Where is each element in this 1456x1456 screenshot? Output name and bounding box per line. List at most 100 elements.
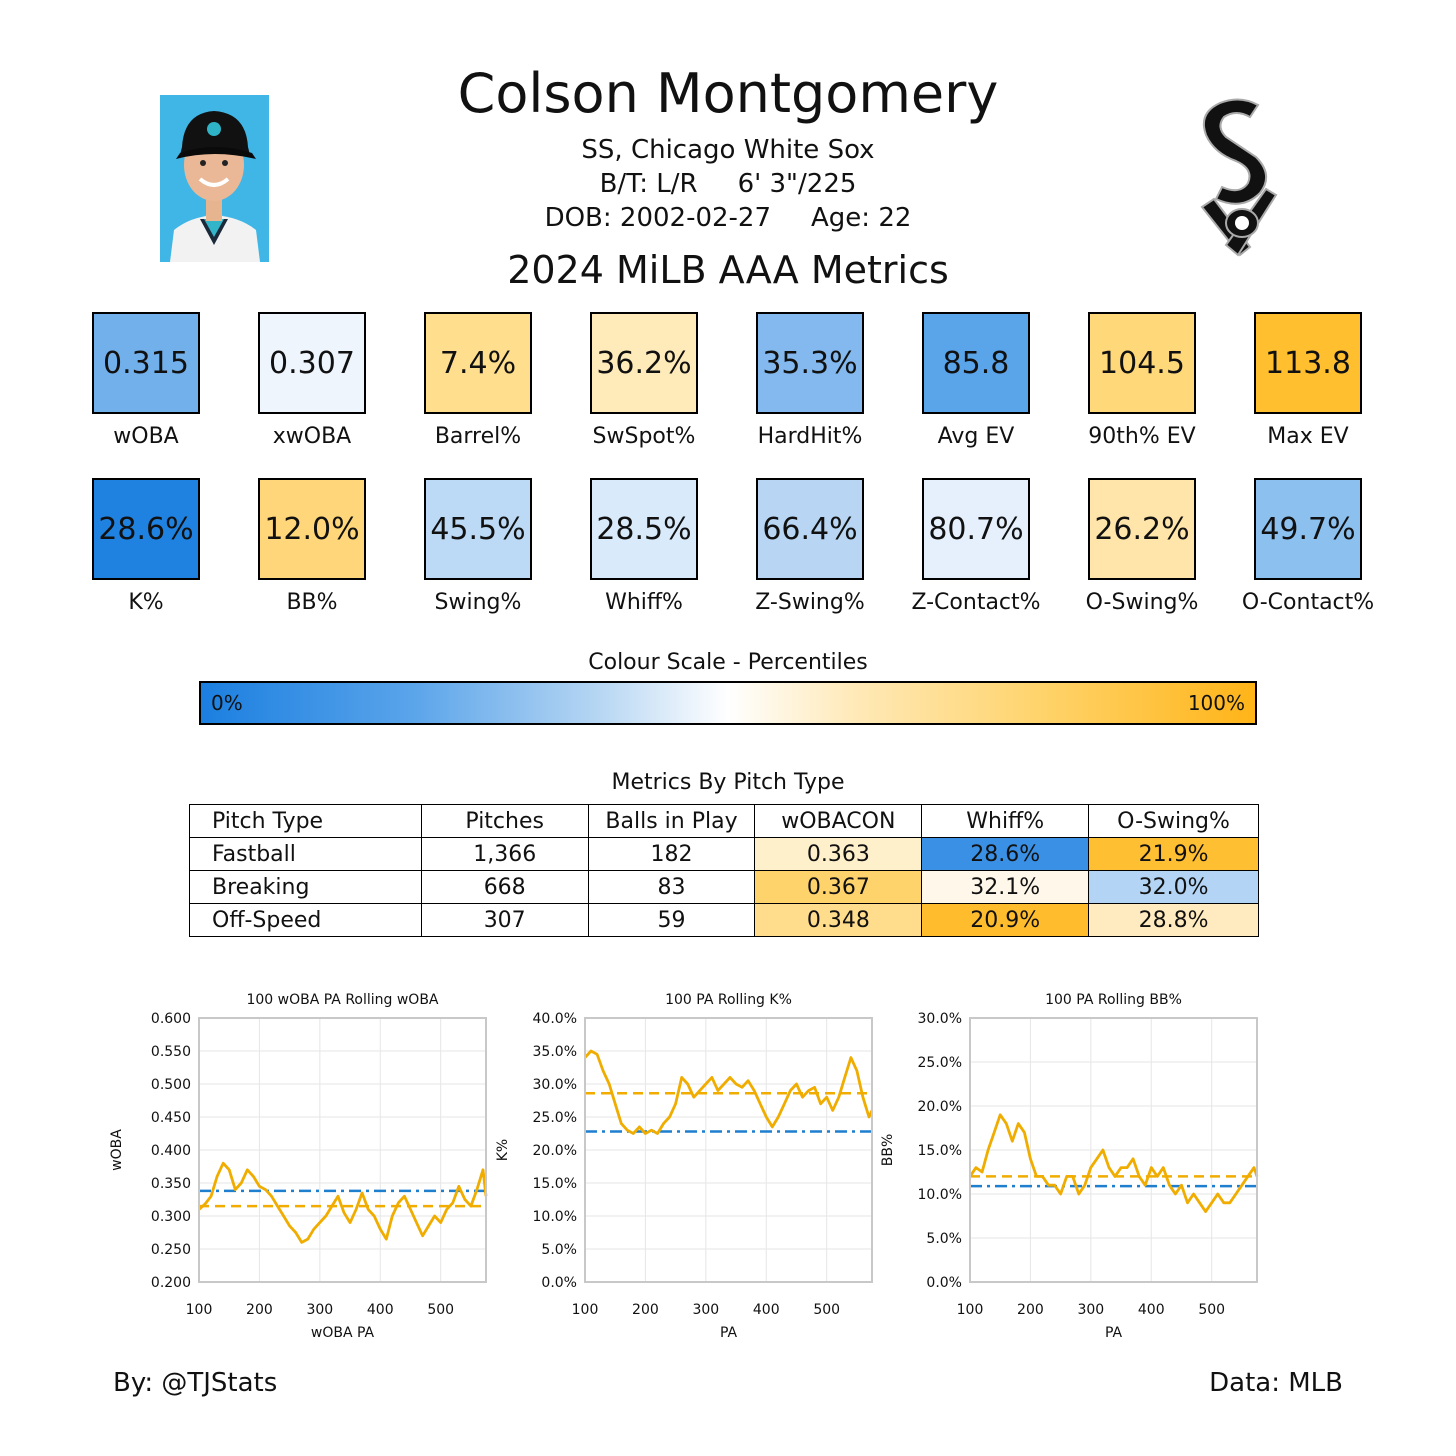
y-tick-label: 30.0% <box>918 1011 962 1027</box>
season-title: 2024 MiLB AAA Metrics <box>507 248 949 292</box>
y-tick-label: 25.0% <box>918 1055 962 1071</box>
plot-frame <box>969 1017 1258 1283</box>
pitches-cell: 1,366 <box>420 837 589 871</box>
col-header: Pitch Type <box>189 804 422 838</box>
x-tick-label: 200 <box>246 1302 273 1318</box>
y-tick-label: 25.0% <box>533 1110 577 1126</box>
table-row: Off-Speed 307 59 0.348 20.9% 28.8% <box>189 903 1259 937</box>
dob: DOB: 2002-02-27 <box>544 203 772 233</box>
metric-tile: 49.7% <box>1254 478 1362 580</box>
metric-label: 90th% EV <box>1088 424 1196 449</box>
table-row: Breaking 668 83 0.367 32.1% 32.0% <box>189 870 1259 904</box>
chart-title: 100 wOBA PA Rolling wOBA <box>246 992 438 1008</box>
series-line <box>968 1113 1259 1214</box>
y-tick-label: 0.300 <box>151 1209 191 1225</box>
metric-tile: 28.5% <box>590 478 698 580</box>
y-tick-label: 0.550 <box>151 1044 191 1060</box>
metric-tile: 0.315 <box>92 312 200 414</box>
metric-label: xwOBA <box>272 424 352 449</box>
pitch-type-cell: Off-Speed <box>189 903 422 937</box>
y-tick-label: 0.600 <box>151 1011 191 1027</box>
pitch-type-table: Pitch Type Pitches Balls in Play wOBACON… <box>189 804 1259 937</box>
wobacon-cell: 0.367 <box>754 870 923 904</box>
player-name: Colson Montgomery <box>457 62 999 125</box>
metric-tile: 0.307 <box>258 312 366 414</box>
metric-tile: 104.5 <box>1088 312 1196 414</box>
x-tick-label: 300 <box>692 1302 719 1318</box>
metric-label: O-Swing% <box>1085 590 1199 615</box>
col-header: wOBACON <box>754 804 923 838</box>
y-tick-label: 10.0% <box>533 1209 577 1225</box>
y-tick-label: 40.0% <box>533 1011 577 1027</box>
whiff-cell: 28.6% <box>921 837 1090 871</box>
bip-cell: 59 <box>587 903 756 937</box>
y-tick-label: 20.0% <box>533 1143 577 1159</box>
pitches-cell: 668 <box>420 870 589 904</box>
x-tick-label: 300 <box>1077 1302 1104 1318</box>
table-row: Fastball 1,366 182 0.363 28.6% 21.9% <box>189 837 1259 871</box>
metric-label: Barrel% <box>434 424 522 449</box>
x-tick-label: 200 <box>632 1302 659 1318</box>
metric-tile: 66.4% <box>756 478 864 580</box>
position-team: SS, Chicago White Sox <box>581 135 875 165</box>
y-tick-label: 15.0% <box>918 1143 962 1159</box>
y-axis-label: K% <box>495 1139 511 1161</box>
y-tick-label: 0.450 <box>151 1110 191 1126</box>
whiff-cell: 20.9% <box>921 903 1090 937</box>
col-header: Whiff% <box>921 804 1090 838</box>
x-axis-label: PA <box>720 1325 738 1341</box>
metric-label: HardHit% <box>757 424 863 449</box>
oswing-cell: 21.9% <box>1088 837 1259 871</box>
rolling-chart: 100 200 300 400 500 0.200 0.250 0.300 0.350 0.400… <box>109 992 488 1341</box>
y-tick-label: 0.200 <box>151 1275 191 1291</box>
metric-tile: 45.5% <box>424 478 532 580</box>
col-header: O-Swing% <box>1088 804 1259 838</box>
table-header-row: Pitch Type Pitches Balls in Play wOBACON… <box>189 804 1259 838</box>
bip-cell: 182 <box>587 837 756 871</box>
credit-data: Data: MLB <box>1209 1368 1343 1398</box>
bio-line-2: DOB: 2002-02-27 Age: 22 <box>0 203 1456 233</box>
y-tick-label: 0.400 <box>151 1143 191 1159</box>
whiff-cell: 32.1% <box>921 870 1090 904</box>
bats-throws: B/T: L/R <box>599 169 698 199</box>
pitches-cell: 307 <box>420 903 589 937</box>
wobacon-cell: 0.348 <box>754 903 923 937</box>
y-tick-label: 5.0% <box>926 1231 962 1247</box>
y-tick-label: 0.350 <box>151 1176 191 1192</box>
scale-min-label: 0% <box>211 691 243 715</box>
x-tick-label: 400 <box>1138 1302 1165 1318</box>
height-weight: 6' 3"/225 <box>737 169 857 199</box>
metric-label: Swing% <box>434 590 522 615</box>
x-tick-label: 400 <box>367 1302 394 1318</box>
oswing-cell: 28.8% <box>1088 903 1259 937</box>
metric-label: K% <box>128 590 164 615</box>
x-tick-label: 500 <box>1198 1302 1225 1318</box>
age: Age: 22 <box>811 203 912 233</box>
player-photo <box>160 95 269 262</box>
scale-max-label: 100% <box>1187 691 1245 715</box>
metric-label: SwSpot% <box>592 424 696 449</box>
rolling-chart: 100 200 300 400 500 0.0% 5.0% 10.0% 15.0% 20.0% 25… <box>880 992 1259 1341</box>
y-tick-label: 0.500 <box>151 1077 191 1093</box>
y-tick-label: 10.0% <box>918 1187 962 1203</box>
y-tick-label: 0.0% <box>926 1275 962 1291</box>
plot-frame <box>198 1017 487 1283</box>
credit-author: By: @TJStats <box>113 1368 278 1398</box>
oswing-cell: 32.0% <box>1088 870 1259 904</box>
rolling-chart: 100 200 300 400 500 0.0% 5.0% 10.0% 15.0% 20.0% 25… <box>495 992 874 1341</box>
metric-label: Max EV <box>1267 424 1349 449</box>
series-line <box>198 1161 488 1244</box>
y-axis-label: wOBA <box>109 1129 125 1171</box>
x-tick-label: 100 <box>186 1302 213 1318</box>
y-tick-label: 15.0% <box>533 1176 577 1192</box>
pitch-table-title: Metrics By Pitch Type <box>611 770 845 795</box>
x-tick-label: 400 <box>753 1302 780 1318</box>
y-tick-label: 35.0% <box>533 1044 577 1060</box>
y-tick-label: 20.0% <box>918 1099 962 1115</box>
y-tick-label: 0.0% <box>541 1275 577 1291</box>
metric-label: BB% <box>286 590 338 615</box>
y-axis-label: BB% <box>880 1134 896 1167</box>
metric-label: O-Contact% <box>1241 590 1375 615</box>
team-logo <box>1180 95 1300 260</box>
metric-label: Whiff% <box>605 590 683 615</box>
